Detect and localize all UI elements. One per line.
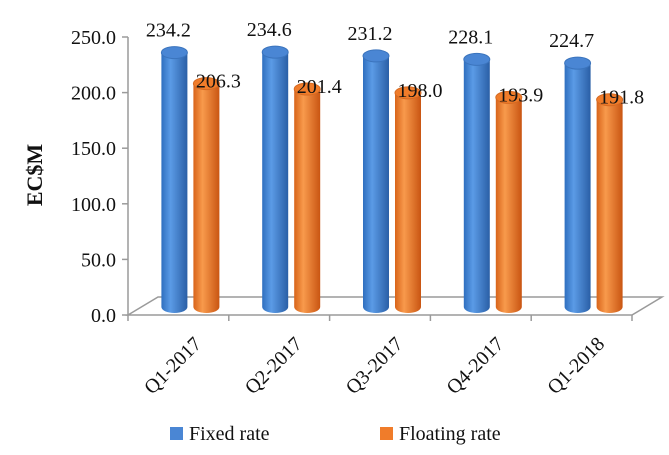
legend-label-fixed-rate: Fixed rate (189, 423, 270, 445)
floating-rate-data-label: 198.0 (398, 80, 443, 102)
floating-rate-bar-top (394, 86, 422, 100)
y-tick-label: 150.0 (71, 138, 116, 160)
fixed-rate-data-label: 224.7 (549, 30, 594, 52)
fixed-rate-bar (161, 52, 188, 313)
fixed-rate-data-label: 234.6 (247, 19, 292, 41)
fixed-rate-data-label: 228.1 (448, 26, 493, 48)
legend: Fixed rate Floating rate (170, 423, 501, 445)
x-tick-label: Q4-2017 (442, 333, 508, 399)
legend-swatch-floating-rate (380, 427, 393, 440)
fixed-rate-bar (564, 63, 591, 313)
x-tick-label: Q2-2017 (241, 333, 307, 399)
floating-rate-bar-top (293, 82, 321, 96)
fixed-rate-data-label: 234.2 (146, 20, 191, 42)
floating-rate-bar-top (192, 77, 220, 91)
fixed-rate-bar-top (564, 56, 592, 70)
floating-rate-data-label: 206.3 (196, 71, 241, 93)
floating-rate-bar-top (596, 93, 624, 107)
floating-rate-data-label: 193.9 (498, 84, 543, 106)
labels-layer: 0.0 50.0 100.0 150.0 200.0 250.0 234.2 206.3 Q1-… (71, 19, 644, 399)
x-tick-label: Q1-2017 (140, 333, 206, 399)
floating-rate-data-label: 191.8 (599, 87, 644, 109)
y-tick-label: 0.0 (91, 305, 116, 327)
fixed-rate-bar-top (261, 45, 289, 59)
floating-rate-bar-top (495, 90, 523, 104)
x-tick-label: Q1-2018 (543, 333, 609, 399)
fixed-rate-bar-top (362, 49, 390, 63)
floating-rate-bar (395, 92, 421, 313)
y-axis-title: EC$M (22, 144, 47, 207)
x-tick-label: Q3-2017 (342, 333, 408, 399)
floating-rate-data-label: 201.4 (297, 76, 342, 98)
fixed-rate-bar (363, 55, 389, 313)
floating-rate-bar (193, 83, 220, 313)
fixed-rate-bar (463, 59, 490, 313)
legend-swatch-fixed-rate (170, 427, 183, 440)
floating-rate-bar (294, 89, 321, 313)
y-tick-label: 100.0 (71, 194, 116, 216)
y-tick-label: 200.0 (71, 83, 116, 105)
y-tick-label: 250.0 (71, 27, 116, 49)
y-tick-label: 50.0 (81, 249, 116, 271)
floating-rate-bar (596, 99, 623, 313)
fixed-rate-bar (262, 52, 289, 313)
legend-label-floating-rate: Floating rate (399, 423, 501, 445)
floating-rate-bar (495, 97, 522, 313)
fixed-rate-bar-top (160, 46, 188, 60)
fixed-rate-data-label: 231.2 (348, 23, 393, 45)
fixed-rate-bar-top (463, 52, 491, 66)
bars-layer (160, 45, 624, 313)
